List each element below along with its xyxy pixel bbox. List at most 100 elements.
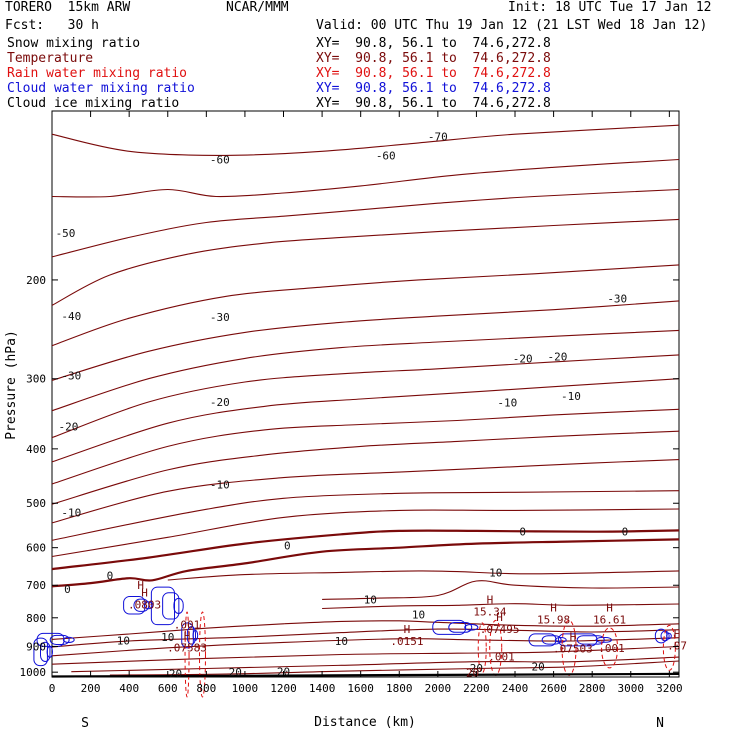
temperature-contour-19 xyxy=(51,620,680,640)
cloud-water-contour-2-1 xyxy=(186,626,196,645)
high-marker-6: H xyxy=(606,602,613,615)
cloud-water-contour-1-2 xyxy=(173,597,184,614)
value-label-2: .001 xyxy=(488,650,515,663)
contour-label-6: -30 xyxy=(210,311,230,324)
contour-label-15: -10 xyxy=(61,506,81,519)
contour-label-5: -30 xyxy=(61,369,81,382)
cloud-water-contour-6-1 xyxy=(541,635,562,645)
cloud-water-contour-7-0 xyxy=(557,633,598,647)
contour-label-13: -10 xyxy=(561,390,581,403)
high-value-4: .07495 xyxy=(480,623,520,636)
field-name-temperature: Temperature xyxy=(7,51,94,66)
cloud-water-contour-0-0 xyxy=(123,596,146,615)
x-tick-label-15: 3000 xyxy=(618,682,645,695)
temperature-contour-18 xyxy=(322,603,680,610)
y-tick-label-4: 600 xyxy=(26,542,46,555)
temperature-contour-11 xyxy=(51,459,680,524)
contour-label-30: 20 xyxy=(470,662,483,675)
high-value-6: 16.61 xyxy=(593,614,626,627)
field-name-rain: Rain water mixing ratio xyxy=(7,66,188,81)
high-value-1: .0803 xyxy=(128,598,161,611)
y-tick-label-1: 300 xyxy=(26,373,46,386)
x-tick-label-13: 2600 xyxy=(540,682,567,695)
contour-label-20: 0 xyxy=(107,570,114,583)
rain-contour-0 xyxy=(184,611,190,698)
temperature-contour-23 xyxy=(71,656,680,673)
temperature-contour-7 xyxy=(51,354,680,439)
high-value-2: .07583 xyxy=(167,641,207,654)
temperature-contour-14 xyxy=(51,529,680,571)
contour-label-7: -30 xyxy=(607,293,627,306)
temperature-contour-13 xyxy=(51,508,680,558)
x-axis-label: Distance (km) xyxy=(314,715,416,730)
cloud-water-contour-3-1 xyxy=(49,634,70,645)
x-tick-label-14: 2800 xyxy=(579,682,606,695)
high-value-7: .0151 xyxy=(390,635,423,648)
x-tick-label-0: 0 xyxy=(49,682,56,695)
rain-contour-2 xyxy=(477,622,487,674)
high-marker-7: H xyxy=(404,623,411,636)
contour-label-11: -20 xyxy=(210,396,230,409)
high-marker-1: H xyxy=(141,586,148,599)
terrain-line xyxy=(51,672,680,678)
contour-label-9: -20 xyxy=(548,351,568,364)
contour-label-21: 10 xyxy=(489,567,502,580)
contour-label-14: -10 xyxy=(210,479,230,492)
cloud-water-contour-7-2 xyxy=(595,637,612,643)
y-tick-label-6: 800 xyxy=(26,612,46,625)
contour-label-19: 0 xyxy=(64,583,71,596)
cloud-water-contour-1-1 xyxy=(162,592,180,620)
cloud-water-contour-7-1 xyxy=(576,635,605,645)
y-axis-label: Pressure (hPa) xyxy=(4,330,19,440)
rain-contour-6 xyxy=(662,624,676,671)
temperature-contour-20 xyxy=(51,628,680,648)
contour-label-8: -20 xyxy=(513,352,533,365)
contour-label-2: -70 xyxy=(428,130,448,143)
temperature-contour-3 xyxy=(51,218,680,306)
field-xy-snow: XY= 90.8, 56.1 to 74.6,272.8 xyxy=(316,36,551,51)
cloud-water-contour-6-0 xyxy=(528,633,557,647)
cloud-water-contour-3-2 xyxy=(62,636,75,644)
valid-time: Valid: 00 UTC Thu 19 Jan 12 (21 LST Wed … xyxy=(316,18,708,33)
temperature-contour-9 xyxy=(51,408,680,485)
field-name-snow: Snow mixing ratio xyxy=(7,36,141,51)
y-tick-label-7: 900 xyxy=(26,640,46,653)
y-tick-label-5: 700 xyxy=(26,579,46,592)
temperature-contour-4 xyxy=(51,264,680,347)
temperature-contour-0 xyxy=(51,124,680,156)
cloud-water-contour-8-2 xyxy=(666,632,672,640)
temperature-contour-16 xyxy=(167,570,680,581)
cloud-water-contour-5-0 xyxy=(432,619,467,635)
cloud-water-contour-5-2 xyxy=(464,624,479,631)
high-value-8: .07503 xyxy=(553,642,593,655)
contour-label-18: 0 xyxy=(284,540,291,553)
rain-contour-5 xyxy=(601,627,619,669)
x-tick-label-12: 2400 xyxy=(502,682,529,695)
x-tick-label-3: 600 xyxy=(158,682,178,695)
x-tick-label-11: 2200 xyxy=(463,682,490,695)
temperature-contour-1 xyxy=(51,158,680,198)
contour-label-1: -60 xyxy=(376,149,396,162)
temperature-contour-15 xyxy=(51,538,680,588)
high-marker-8: H xyxy=(570,630,577,643)
high-marker-0: H xyxy=(137,579,144,592)
high-value-5: 15.98 xyxy=(537,614,570,627)
contour-label-10: -20 xyxy=(58,421,78,434)
x-tick-label-5: 1000 xyxy=(232,682,259,695)
x-tick-label-10: 2000 xyxy=(425,682,452,695)
contour-label-29: 20 xyxy=(169,667,182,680)
contour-label-28: 20 xyxy=(229,666,242,679)
value-label-1: .001 xyxy=(598,642,625,655)
rain-contour-1 xyxy=(198,611,206,698)
high-value-3: 15.34 xyxy=(473,605,506,618)
temperature-contour-21 xyxy=(51,637,680,657)
value-label-0: .001 xyxy=(174,619,201,632)
temperature-contour-22 xyxy=(51,645,680,665)
temperature-contour-6 xyxy=(51,329,680,412)
x-tick-label-7: 1400 xyxy=(309,682,336,695)
contour-label-0: -60 xyxy=(210,153,230,166)
cloud-water-contour-0-2 xyxy=(143,601,154,610)
field-name-cloud-water: Cloud water mixing ratio xyxy=(7,81,195,96)
high-marker-9: H xyxy=(674,628,681,641)
